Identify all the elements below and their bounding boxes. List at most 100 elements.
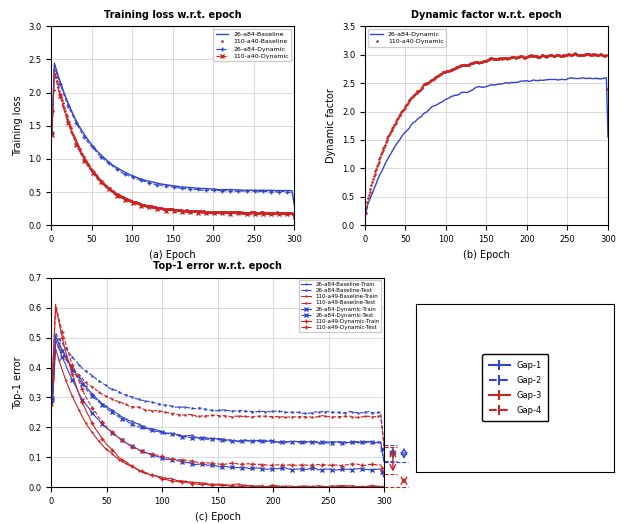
110-a49-Dynamic-Train xyxy=(282,485,289,491)
110-a49-Dynamic-Test xyxy=(350,461,358,467)
26-a84-Dynamic xyxy=(269,189,276,195)
26-a84-Dynamic xyxy=(602,74,609,81)
110-a49-Dynamic-Train xyxy=(247,483,255,489)
Line: 110-a49-Baseline-Test: 110-a49-Baseline-Test xyxy=(51,340,385,448)
26-a84-Baseline xyxy=(197,185,205,192)
110-a40-Dynamic xyxy=(253,211,261,217)
110-a49-Dynamic-Test xyxy=(52,301,60,308)
110-a49-Dynamic-Train xyxy=(246,483,253,489)
110-a40-Baseline xyxy=(193,208,201,214)
110-a49-Dynamic-Train xyxy=(49,351,57,357)
Line: 110-a49-Dynamic-Train: 110-a49-Dynamic-Train xyxy=(51,305,385,489)
26-a84-Dynamic xyxy=(197,187,205,193)
26-a84-Baseline-Test xyxy=(350,409,358,416)
26-a84-Baseline-Test xyxy=(247,408,255,414)
26-a84-Dynamic-Test xyxy=(380,459,388,465)
26-a84-Dynamic-Train xyxy=(49,376,57,383)
110-a40-Dynamic xyxy=(363,204,371,211)
26-a84-Dynamic xyxy=(362,212,369,218)
110-a40-Dynamic xyxy=(505,55,513,61)
26-a84-Dynamic xyxy=(193,187,200,193)
Line: 26-a84-Dynamic: 26-a84-Dynamic xyxy=(365,78,608,215)
110-a49-Dynamic-Test xyxy=(49,375,56,381)
110-a40-Dynamic xyxy=(197,210,205,216)
26-a84-Dynamic-Test xyxy=(52,333,60,339)
26-a84-Baseline-Test xyxy=(52,330,60,336)
110-a49-Dynamic-Train xyxy=(52,303,60,310)
26-a84-Dynamic xyxy=(566,75,573,81)
26-a84-Baseline xyxy=(48,127,56,133)
26-a84-Baseline-Train xyxy=(49,396,56,402)
Line: 26-a84-Baseline-Test: 26-a84-Baseline-Test xyxy=(51,332,385,445)
X-axis label: (c) Epoch: (c) Epoch xyxy=(195,511,241,521)
110-a40-Dynamic xyxy=(269,211,276,217)
Title: Dynamic factor w.r.t. epoch: Dynamic factor w.r.t. epoch xyxy=(411,10,562,20)
110-a40-Dynamic xyxy=(193,210,201,216)
Legend: Gap-1, Gap-2, Gap-3, Gap-4: Gap-1, Gap-2, Gap-3, Gap-4 xyxy=(482,354,548,421)
110-a49-Baseline-Test xyxy=(52,338,60,344)
X-axis label: (b) Epoch: (b) Epoch xyxy=(463,249,510,259)
Line: 26-a84-Dynamic-Test: 26-a84-Dynamic-Test xyxy=(51,334,385,464)
26-a84-Baseline-Test xyxy=(246,409,253,415)
110-a40-Dynamic xyxy=(566,51,573,58)
110-a40-Dynamic xyxy=(291,215,298,222)
26-a84-Baseline-Train xyxy=(246,438,253,444)
26-a84-Baseline-Train xyxy=(52,333,60,339)
110-a49-Dynamic-Test xyxy=(253,462,260,468)
110-a40-Dynamic xyxy=(48,132,56,138)
26-a84-Dynamic-Train xyxy=(253,465,260,471)
26-a84-Baseline xyxy=(253,187,261,193)
26-a84-Dynamic xyxy=(582,75,589,82)
110-a49-Dynamic-Train xyxy=(351,484,359,490)
Line: 110-a49-Dynamic-Test: 110-a49-Dynamic-Test xyxy=(51,303,385,476)
26-a84-Dynamic-Train xyxy=(246,465,253,472)
Title: Training loss w.r.t. epoch: Training loss w.r.t. epoch xyxy=(104,10,242,20)
Line: 110-a49-Baseline-Train: 110-a49-Baseline-Train xyxy=(51,348,385,488)
110-a40-Dynamic xyxy=(571,50,579,57)
110-a40-Dynamic xyxy=(51,69,58,75)
110-a49-Baseline-Test xyxy=(253,413,260,419)
26-a84-Dynamic xyxy=(604,134,612,140)
110-a40-Baseline xyxy=(253,210,261,216)
26-a84-Dynamic xyxy=(506,80,514,86)
110-a40-Baseline xyxy=(269,210,276,216)
26-a84-Dynamic xyxy=(505,80,513,86)
26-a84-Baseline-Train xyxy=(247,438,255,444)
110-a40-Dynamic xyxy=(193,209,200,215)
110-a49-Baseline-Test xyxy=(329,413,337,420)
26-a84-Baseline xyxy=(49,104,57,110)
26-a84-Dynamic-Train xyxy=(380,474,388,481)
110-a40-Dynamic xyxy=(49,110,57,116)
110-a49-Baseline-Test xyxy=(380,444,388,450)
26-a84-Baseline-Train xyxy=(49,374,57,380)
110-a49-Dynamic-Train xyxy=(330,484,338,490)
26-a84-Dynamic-Test xyxy=(350,439,358,445)
110-a49-Dynamic-Test xyxy=(329,462,337,468)
26-a84-Baseline xyxy=(193,185,201,191)
110-a40-Dynamic xyxy=(510,54,518,60)
110-a40-Baseline xyxy=(197,209,205,215)
Line: 26-a84-Dynamic: 26-a84-Dynamic xyxy=(50,63,296,208)
110-a49-Baseline-Train xyxy=(246,482,253,488)
110-a49-Baseline-Train xyxy=(52,345,60,352)
26-a84-Baseline xyxy=(193,185,200,191)
110-a49-Dynamic-Test xyxy=(49,350,57,356)
Line: 110-a40-Dynamic: 110-a40-Dynamic xyxy=(51,71,296,220)
110-a40-Dynamic xyxy=(582,51,590,57)
26-a84-Baseline xyxy=(269,187,276,193)
26-a84-Baseline-Test xyxy=(49,395,56,401)
110-a49-Baseline-Train xyxy=(350,483,358,489)
110-a40-Baseline xyxy=(48,129,56,136)
110-a40-Baseline xyxy=(49,108,57,114)
X-axis label: (a) Epoch: (a) Epoch xyxy=(150,249,196,259)
26-a84-Dynamic xyxy=(51,62,58,69)
26-a84-Dynamic xyxy=(363,208,371,214)
110-a49-Dynamic-Test xyxy=(380,472,388,478)
26-a84-Dynamic xyxy=(193,186,201,192)
110-a49-Baseline-Train xyxy=(329,483,337,489)
26-a84-Dynamic-Test xyxy=(246,438,253,444)
26-a84-Baseline-Test xyxy=(253,409,260,415)
110-a40-Baseline xyxy=(291,214,298,221)
110-a49-Baseline-Test xyxy=(49,399,56,405)
110-a49-Dynamic-Train xyxy=(49,376,56,383)
